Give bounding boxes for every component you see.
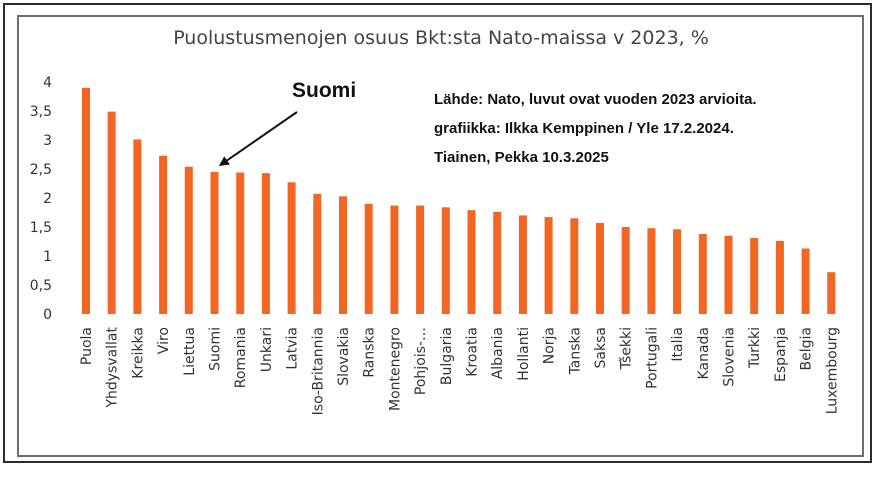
bar [184, 166, 193, 314]
x-tick-label: Luxembourg [824, 327, 840, 414]
bar [364, 203, 373, 314]
x-tick-label: Puola [79, 327, 95, 365]
chart-inner-frame [17, 15, 864, 457]
bar [647, 228, 656, 314]
bar [82, 87, 90, 314]
x-tick-label: Belgia [799, 327, 815, 370]
y-tick-label: 1,5 [30, 220, 52, 236]
bar [107, 111, 116, 314]
bar [313, 193, 322, 314]
annotation-label: Suomi [292, 79, 356, 102]
x-tick-label: Kreikka [130, 327, 146, 379]
bar [621, 227, 630, 314]
x-tick-label: Yhdysvallat [105, 326, 121, 408]
x-tick-label: Espanja [773, 327, 789, 382]
bar [698, 234, 707, 314]
x-tick-label: Montenegro [387, 327, 403, 411]
x-tick-label: Suomi [208, 327, 224, 371]
bars [82, 87, 836, 314]
y-tick-label: 2,5 [30, 162, 52, 178]
x-tick-label: Romania [233, 327, 249, 388]
x-tick-label: Norja [542, 327, 558, 364]
bar [390, 205, 399, 314]
bar [261, 173, 270, 314]
bar [544, 217, 553, 314]
bar [441, 207, 450, 314]
bar [596, 222, 604, 314]
source-note: Lähde: Nato, luvut ovat vuoden 2023 arvi… [434, 91, 757, 166]
x-tick-label: Iso-Britannia [310, 327, 326, 415]
x-tick-label: Portugali [644, 327, 660, 389]
x-tick-label: Pohjois-… [413, 327, 429, 395]
source-line-1: Lähde: Nato, luvut ovat vuoden 2023 arvi… [434, 91, 757, 108]
x-tick-label: Ranska [362, 327, 378, 378]
chart-outer-frame [3, 3, 872, 463]
bar [570, 218, 579, 314]
y-tick-label: 0 [43, 307, 52, 323]
x-tick-label: Kroatia [465, 327, 481, 377]
x-tick-label: Bulgaria [439, 327, 455, 385]
x-tick-label: Tanska [567, 327, 583, 375]
x-tick-label: Kanada [696, 327, 712, 379]
x-tick-label: Tšekki [619, 327, 635, 370]
x-tick-label: Viro [156, 327, 172, 354]
x-tick-label: Albania [490, 327, 506, 379]
y-tick-label: 3 [43, 133, 52, 149]
chart-title: Puolustusmenojen osuus Bkt:sta Nato-mais… [173, 27, 709, 49]
bar [467, 210, 476, 314]
x-tick-label: Turkki [747, 327, 763, 369]
bar [493, 211, 502, 314]
y-tick-label: 2 [43, 191, 52, 207]
bar [673, 229, 682, 314]
bar [133, 139, 142, 314]
annotation-arrow [218, 111, 298, 167]
y-tick-label: 0,5 [30, 278, 52, 294]
x-tick-label: Unkari [259, 327, 275, 372]
bar [801, 248, 810, 314]
y-tick-label: 1 [43, 249, 52, 265]
bar [724, 235, 733, 314]
y-axis: 0 0,5 1 1,5 2 2,5 3 3,5 4 [30, 75, 52, 323]
x-tick-label: Hollanti [516, 327, 532, 381]
bar [210, 171, 219, 314]
x-tick-label: Saksa [593, 327, 609, 368]
source-line-2: grafiikka: Ilkka Kemppinen / Yle 17.2.20… [434, 120, 734, 137]
bar [518, 215, 527, 314]
x-tick-label: Liettua [182, 327, 198, 376]
bar [416, 205, 425, 314]
bar [159, 155, 168, 314]
bar [750, 238, 759, 314]
y-tick-label: 4 [43, 75, 52, 91]
x-tick-label: Slovakia [336, 327, 352, 386]
source-line-3: Tiainen, Pekka 10.3.2025 [434, 149, 609, 166]
x-tick-label: Latvia [285, 327, 301, 370]
bar [236, 172, 245, 314]
x-tick-label: Slovenia [722, 327, 738, 387]
bar [827, 272, 836, 314]
x-tick-label: Italia [670, 327, 686, 362]
bar [775, 240, 784, 314]
bar [287, 182, 296, 314]
bar [339, 196, 347, 314]
x-axis: Puola Yhdysvallat Kreikka Viro Liettua Suomi R… [79, 326, 840, 415]
y-tick-label: 3,5 [30, 104, 52, 120]
